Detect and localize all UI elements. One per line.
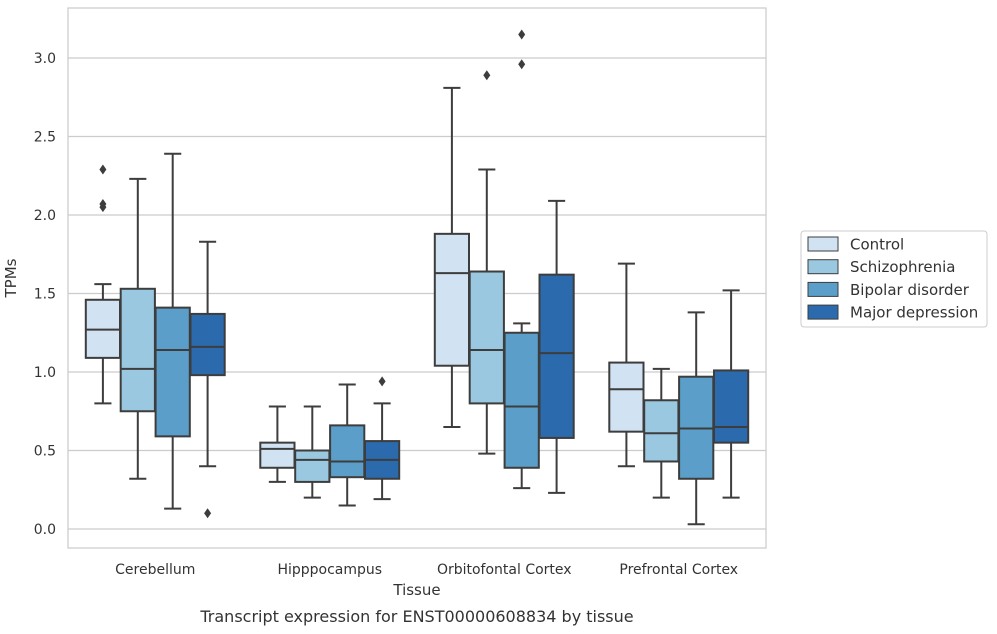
- x-tick-label: Prefrontal Cortex: [619, 562, 738, 578]
- legend-frame: [800, 230, 988, 328]
- legend-label: Bipolar disorder: [850, 281, 970, 299]
- outlier-point: [99, 164, 107, 175]
- y-tick-label: 1.5: [34, 287, 56, 303]
- box-plot: [608, 262, 645, 468]
- outlier-point: [518, 29, 526, 40]
- legend-swatch: [807, 304, 839, 320]
- chart-caption: Transcript expression for ENST0000060883…: [199, 607, 633, 626]
- box-plot: [678, 311, 715, 526]
- box-iqr: [294, 449, 331, 483]
- box-iqr: [119, 287, 156, 413]
- legend-swatch: [807, 236, 839, 252]
- box-plot: [643, 367, 680, 499]
- y-axis-ticks: 0.0 0.5 1.0 1.5 2.0 2.5 3.0: [34, 51, 56, 538]
- box-plot: [503, 29, 540, 490]
- box-iqr: [189, 312, 226, 377]
- box-iqr: [608, 361, 645, 433]
- y-tick-label: 0.5: [34, 444, 56, 460]
- legend-swatch: [807, 259, 839, 275]
- outlier-point: [518, 59, 526, 70]
- y-axis-label: TPMs: [2, 258, 20, 298]
- box-plot: [329, 383, 366, 507]
- box-plot: [433, 86, 471, 428]
- legend: Control Schizophrenia Bipolar disorder Majo…: [800, 230, 988, 328]
- box-iqr: [468, 270, 505, 405]
- legend-label: Schizophrenia: [850, 258, 955, 276]
- y-tick-label: 2.5: [34, 130, 56, 146]
- outlier-point: [99, 199, 107, 210]
- box-iqr: [712, 369, 750, 444]
- box-plot: [154, 152, 191, 510]
- legend-label: Control: [850, 236, 904, 254]
- box-plot: [294, 405, 331, 499]
- box-plot: [119, 177, 156, 480]
- legend-label: Major depression: [850, 304, 978, 322]
- box-plot: [189, 240, 226, 519]
- y-tick-label: 2.0: [34, 208, 56, 224]
- legend-swatch: [807, 281, 839, 297]
- box-iqr: [503, 331, 540, 469]
- outlier-point: [204, 508, 212, 519]
- box-plot: [84, 164, 122, 405]
- box-iqr: [259, 441, 296, 469]
- box-plot: [538, 199, 575, 494]
- x-axis-ticks: Cerebellum Hipppocampus Orbitofontal Corte…: [115, 562, 738, 578]
- y-tick-label: 1.0: [34, 365, 56, 381]
- x-axis-label: Tissue: [392, 581, 440, 599]
- box-iqr: [643, 399, 680, 463]
- box-plot: [712, 289, 750, 499]
- x-tick-label: Cerebellum: [115, 562, 195, 578]
- y-tick-label: 3.0: [34, 51, 56, 67]
- x-tick-label: Hipppocampus: [277, 562, 382, 578]
- box-iqr: [433, 232, 471, 367]
- y-tick-label: 0.0: [34, 522, 56, 538]
- box-plot: [363, 376, 401, 501]
- outlier-point: [483, 70, 491, 81]
- box-iqr: [154, 306, 191, 438]
- box-iqr: [538, 273, 575, 439]
- x-tick-label: Orbitofontal Cortex: [437, 562, 572, 578]
- plot-area-frame: [67, 7, 767, 549]
- box-series: [84, 29, 750, 526]
- box-plot: [468, 70, 505, 455]
- box-iqr: [329, 424, 366, 479]
- outlier-point: [378, 376, 386, 387]
- box-plot: [259, 405, 296, 483]
